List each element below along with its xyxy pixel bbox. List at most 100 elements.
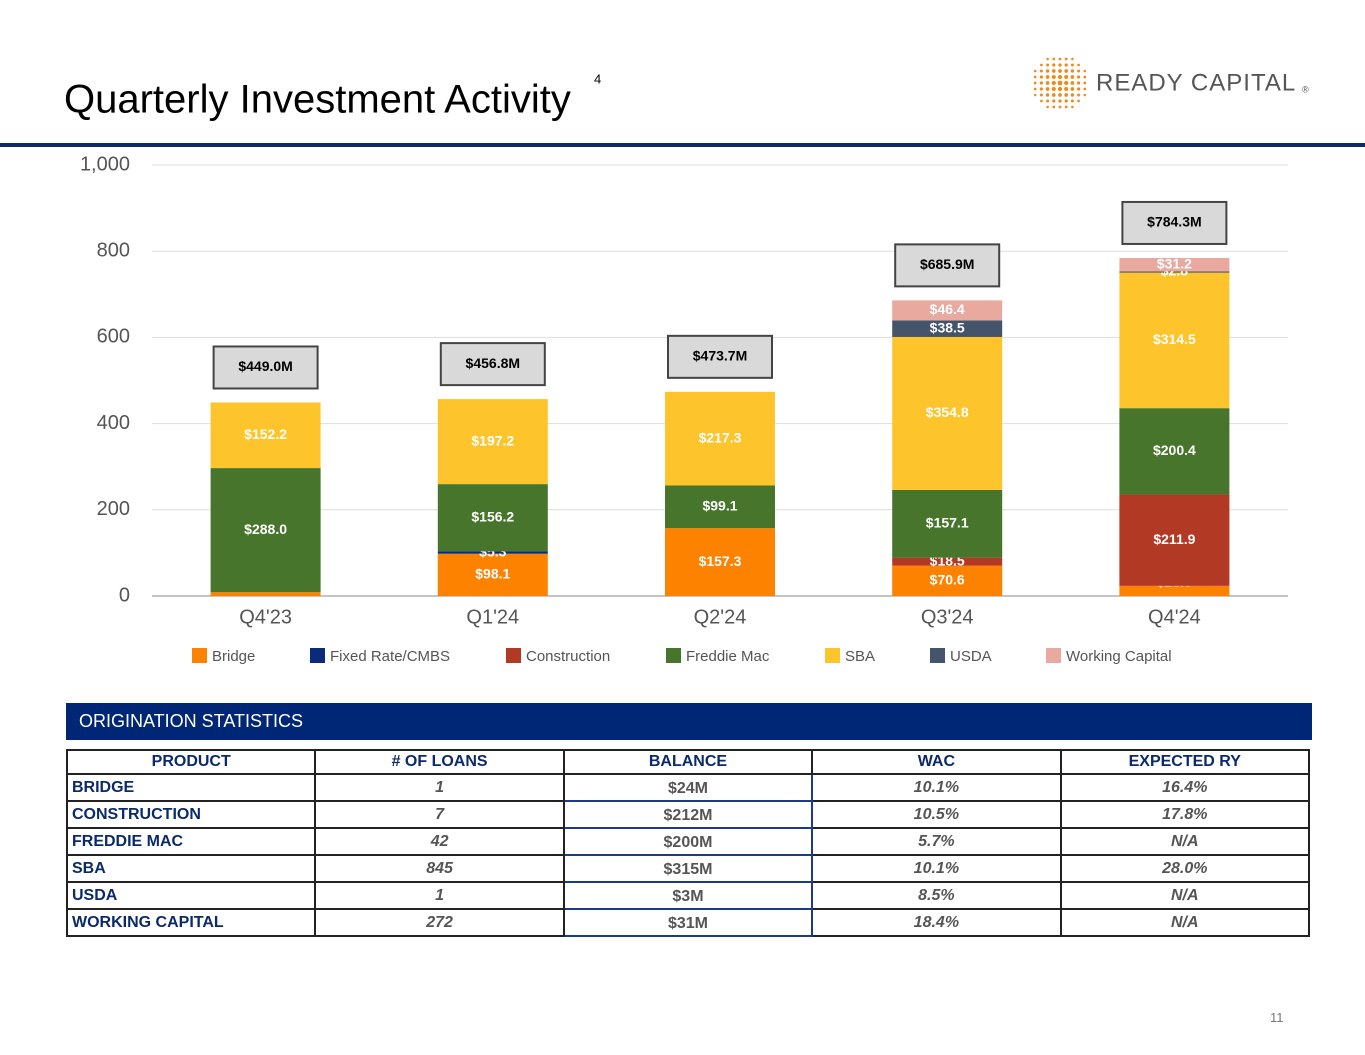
y-tick-label: 0: [119, 584, 130, 606]
logo-dot: [1064, 80, 1069, 86]
logo-dot: [1064, 105, 1068, 109]
logo-dot: [1083, 87, 1087, 91]
legend-swatch: [825, 648, 840, 663]
table-cell: 8.5%: [811, 881, 1062, 910]
logo-icon: [1033, 57, 1087, 109]
value-label: $99.1: [702, 498, 737, 514]
table-cell: $3M: [562, 881, 814, 910]
logo-dot: [1057, 80, 1063, 86]
value-label: $70.6: [930, 571, 965, 587]
table-cell: $200M: [562, 827, 814, 856]
logo-dot: [1070, 81, 1075, 85]
logo-text: READY CAPITAL: [1096, 69, 1296, 96]
logo-dot: [1046, 99, 1050, 103]
table-cell: BRIDGE: [65, 773, 317, 802]
bar-segment: [892, 557, 1003, 566]
logo-dot: [1033, 69, 1037, 73]
logo-dot: [1045, 93, 1050, 97]
logo-dot: [1057, 86, 1063, 92]
legend-label: SBA: [845, 648, 875, 665]
table-cell: 42: [314, 827, 565, 856]
logo-dot: [1051, 74, 1056, 80]
table-cell: 1: [314, 881, 565, 910]
table-cell: 7: [314, 800, 565, 829]
value-label: $314.5: [1153, 331, 1196, 347]
logo-dot: [1070, 87, 1075, 91]
value-label: $211.9: [1153, 531, 1195, 547]
y-tick-label: 200: [97, 498, 130, 520]
table-cell: CONSTRUCTION: [65, 800, 317, 829]
header-rule: [0, 143, 1365, 147]
legend-swatch: [310, 648, 325, 663]
table-cell: $212M: [562, 800, 814, 829]
total-label: $473.7M: [693, 348, 747, 364]
value-label: $38.5: [930, 319, 965, 335]
logo-dot: [1039, 87, 1044, 91]
logo-dot: [1064, 57, 1068, 61]
logo-dot: [1058, 93, 1062, 97]
bar-segment: [437, 553, 548, 596]
logo-dot: [1076, 75, 1081, 79]
logo-dot: [1064, 86, 1069, 92]
value-label: $157.1: [926, 514, 969, 530]
logo-dot: [1064, 74, 1069, 80]
bar-segment: [210, 468, 321, 593]
table-cell: 845: [314, 854, 565, 883]
logo-dot: [1077, 69, 1081, 73]
logo-dot: [1052, 57, 1056, 61]
logo-dot: [1039, 69, 1043, 73]
legend-label: Working Capital: [1066, 648, 1172, 665]
value-label: $31.2: [1157, 255, 1192, 271]
table-cell: 1: [314, 773, 565, 802]
logo-dot: [1051, 80, 1056, 86]
x-tick-label: Q2'24: [694, 606, 747, 628]
logo-dot: [1046, 57, 1049, 61]
logo-dot: [1046, 105, 1049, 109]
logo-dot: [1039, 75, 1044, 79]
page-number: 11: [1270, 1010, 1284, 1025]
logo-dot: [1045, 69, 1050, 73]
total-label: $456.8M: [466, 355, 520, 371]
logo-dot: [1045, 87, 1050, 91]
logo-dot: [1070, 75, 1075, 79]
legend-label: USDA: [950, 648, 992, 665]
bar-segment: [1119, 494, 1230, 586]
x-tick-label: Q3'24: [921, 606, 974, 628]
logo-dot: [1070, 63, 1074, 67]
legend-swatch: [930, 648, 945, 663]
bar-segment: [1119, 585, 1230, 596]
logo-dot: [1083, 69, 1087, 73]
logo-dot: [1033, 87, 1037, 91]
logo-dot: [1083, 93, 1087, 97]
table-cell: N/A: [1059, 827, 1311, 856]
bar-segment: [665, 485, 775, 529]
logo-dot: [1058, 105, 1062, 109]
y-tick-label: 1,000: [80, 153, 130, 175]
chart: Quarterly Investment Activity 4 READY CA…: [0, 57, 1365, 665]
total-box: [667, 334, 773, 379]
logo-dot: [1039, 93, 1043, 97]
value-label: $46.4: [930, 301, 965, 317]
logo-dot: [1058, 63, 1062, 67]
value-label: $197.2: [471, 432, 514, 448]
logo-dot: [1076, 81, 1081, 85]
logo-dot: [1040, 99, 1043, 103]
logo-dot: [1071, 105, 1074, 109]
table-cell: FREDDIE MAC: [65, 827, 317, 856]
logo-dot: [1058, 69, 1062, 73]
table-cell: N/A: [1059, 881, 1311, 910]
table-cell: 28.0%: [1059, 854, 1311, 883]
total-label: $784.3M: [1147, 214, 1201, 230]
bar-segment: [892, 336, 1003, 490]
table-cell: N/A: [1059, 908, 1311, 937]
logo-dot: [1039, 81, 1044, 85]
y-tick-label: 400: [97, 412, 130, 434]
y-tick-label: 600: [97, 326, 130, 348]
table-cell: WORKING CAPITAL: [65, 908, 317, 937]
bar-segment: [437, 484, 548, 552]
total-box: [439, 342, 546, 387]
logo-dot: [1052, 99, 1056, 103]
column-header: BALANCE: [562, 749, 814, 775]
logo-dot: [1064, 69, 1069, 73]
